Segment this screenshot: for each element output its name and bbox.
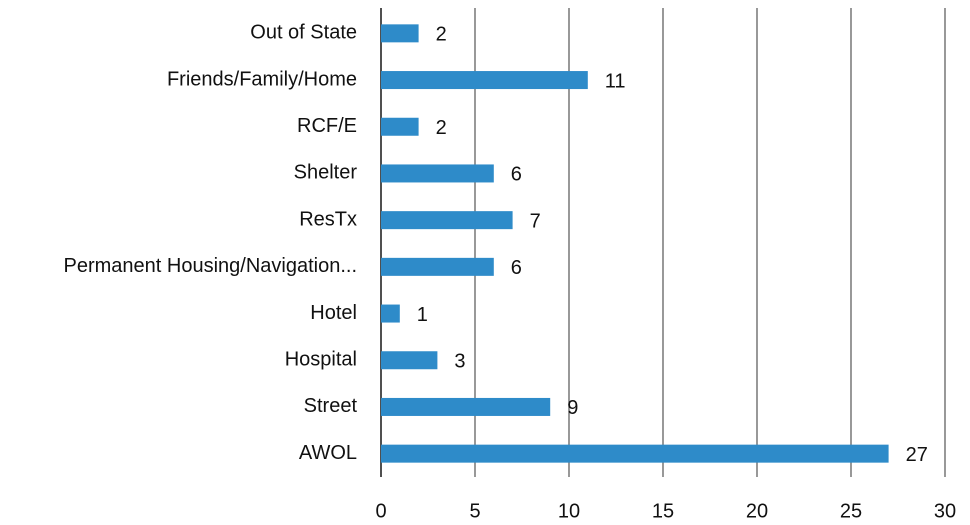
data-label: 9 <box>567 397 578 419</box>
x-tick-label: 5 <box>469 500 480 522</box>
data-label: 2 <box>436 117 447 139</box>
bar <box>381 397 551 416</box>
y-tick-label: RCF/E <box>297 115 357 137</box>
x-tick-label: 15 <box>652 500 674 522</box>
bar <box>381 71 588 90</box>
bar <box>381 304 400 323</box>
y-tick-label: AWOL <box>299 442 357 464</box>
y-tick-label: Street <box>304 395 358 417</box>
data-label: 3 <box>454 351 465 373</box>
x-tick-label: 20 <box>746 500 768 522</box>
data-label: 1 <box>417 304 428 326</box>
x-tick-label: 0 <box>375 500 386 522</box>
bar <box>381 164 494 183</box>
data-label: 2 <box>436 24 447 46</box>
x-tick-label: 10 <box>558 500 580 522</box>
data-label: 11 <box>605 70 626 92</box>
y-tick-label: Hotel <box>310 302 357 324</box>
y-tick-label: Out of State <box>250 22 357 44</box>
bar <box>381 24 419 43</box>
data-label: 6 <box>511 164 522 186</box>
y-tick-label: Friends/Family/Home <box>167 68 357 90</box>
bar <box>381 211 513 230</box>
bar <box>381 444 889 463</box>
data-label: 27 <box>906 444 928 466</box>
y-tick-label: Permanent Housing/Navigation... <box>64 255 358 277</box>
y-tick-label: ResTx <box>299 208 357 230</box>
bar <box>381 351 438 370</box>
y-tick-label: Shelter <box>294 162 358 184</box>
data-label: 6 <box>511 257 522 279</box>
y-tick-label: Hospital <box>285 349 357 371</box>
x-tick-label: 25 <box>840 500 862 522</box>
x-tick-label: 30 <box>934 500 956 522</box>
bar <box>381 257 494 276</box>
bar <box>381 117 419 136</box>
data-label: 7 <box>530 210 541 232</box>
